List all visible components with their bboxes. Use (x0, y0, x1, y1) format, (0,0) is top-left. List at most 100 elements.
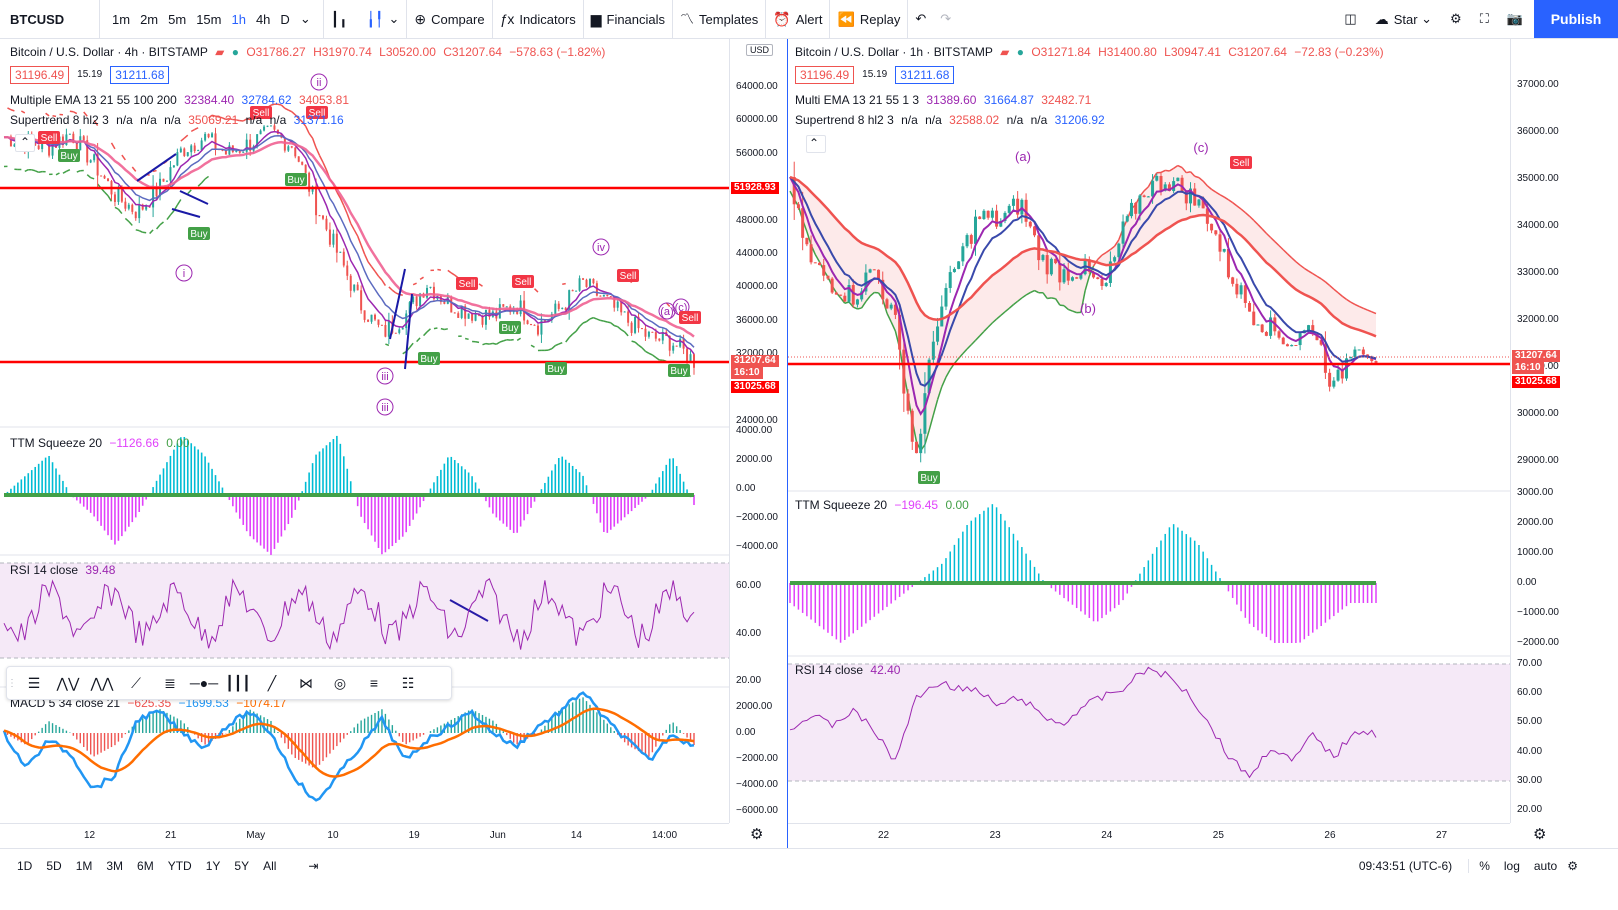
fib-icon[interactable]: ≣ (164, 674, 176, 691)
interval-4h[interactable]: 4h (255, 11, 271, 27)
candle-body (931, 341, 935, 360)
sell-signal-label-bg (1230, 156, 1252, 169)
gear-icon[interactable]: ⚙ (750, 826, 764, 843)
goto-date-icon[interactable]: ⇥ (308, 858, 319, 873)
interval-1h[interactable]: 1h (231, 11, 246, 27)
st-c: n/a (1006, 113, 1024, 127)
range-1m[interactable]: 1M (75, 858, 93, 873)
range-1y[interactable]: 1Y (205, 858, 221, 873)
left-squeeze-legend[interactable]: TTM Squeeze 20 −1126.66 0.00 (10, 436, 194, 450)
chart-type-button[interactable]: ╽╿ ⌄ (360, 0, 408, 38)
interval-1m[interactable]: 1m (112, 11, 131, 27)
gear-icon[interactable]: ⚙ (1533, 826, 1547, 843)
log-toggle[interactable]: log (1503, 858, 1520, 873)
range-3m[interactable]: 3M (106, 858, 124, 873)
buy-price-box[interactable]: 31211.68 (110, 66, 170, 84)
screenshot-button[interactable]: 📷 (1498, 0, 1532, 38)
supertrend-segment (962, 348, 968, 355)
redo-button[interactable]: ↷ (933, 0, 958, 38)
interval-5m[interactable]: 5m (168, 11, 187, 27)
percent-toggle[interactable]: % (1468, 858, 1490, 873)
candle-body (1361, 349, 1365, 355)
right-st-legend[interactable]: Supertrend 8 hl2 3 n/a n/a 32588.02 n/a … (795, 113, 1109, 127)
price-axis-label: 24000.00 (736, 415, 778, 426)
candle-body (654, 332, 657, 339)
sell-price-box[interactable]: 31196.49 (10, 66, 70, 84)
undo-button[interactable]: ↶ (908, 0, 933, 38)
compare-button[interactable]: ⊕ Compare (407, 0, 493, 38)
replay-button[interactable]: ⏪ Replay (830, 0, 909, 38)
chevron-down-icon[interactable]: ⌄ (299, 11, 311, 26)
buy-signal-label-bg (418, 352, 440, 365)
left-rsi-legend[interactable]: RSI 14 close 39.48 (10, 563, 119, 577)
supertrend-segment (124, 217, 130, 223)
range-ytd[interactable]: YTD (167, 858, 192, 873)
wave-circle (175, 264, 193, 282)
range-1d[interactable]: 1D (17, 858, 33, 873)
levels-icon[interactable]: ≡ (369, 675, 379, 691)
interval-15m[interactable]: 15m (196, 11, 222, 27)
currency-label[interactable]: USD (746, 44, 774, 56)
buy-signal-label-bg (188, 227, 210, 240)
collapse-legend-button[interactable]: ⌃ (15, 134, 35, 152)
right-chart-pane[interactable]: (a) (c) (b) Sell Buy Bitcoin / U.S. Dollar ·… (787, 39, 1618, 848)
left-ema-legend[interactable]: Multiple EMA 13 21 55 100 200 32384.40 3… (10, 93, 353, 107)
collapse-legend-button[interactable]: ⌃ (806, 135, 826, 153)
symbol-search[interactable]: BTCUSD (0, 0, 100, 38)
interval-d[interactable]: D (280, 11, 290, 27)
auto-toggle[interactable]: auto (1533, 858, 1558, 873)
buy-price-box[interactable]: 31211.68 (895, 66, 955, 84)
pattern-icon[interactable]: ⋈ (299, 674, 313, 691)
right-price-axis[interactable]: 37000.00 36000.00 35000.00 34000.00 33000.00… (1510, 39, 1570, 823)
clock-readout[interactable]: 09:43:51 (UTC-6) (1358, 858, 1453, 873)
left-price-axis[interactable]: 64000.0060000.0056000.0052000.0048000.00… (729, 39, 787, 823)
range-5y[interactable]: 5Y (234, 858, 250, 873)
trendline-icon[interactable]: ⟋ (131, 674, 141, 691)
fullscreen-button[interactable]: ⛶ (1471, 0, 1498, 38)
abc-wave-icon[interactable]: ⋀⋀ (90, 674, 114, 691)
candle-body (349, 275, 352, 291)
left-chart-pane[interactable]: ii i iii iii iv (a) (c) Buy Buy Buy Buy Buy Buy Buy Se… (0, 39, 787, 848)
star-button[interactable]: ☁ Star ⌄ (1366, 0, 1441, 38)
alert-button[interactable]: ⏰ Alert (766, 0, 831, 38)
candle-body (1264, 332, 1268, 336)
sell-signal-label: Sell (515, 277, 532, 288)
gear-icon[interactable]: ⚙ (1567, 858, 1578, 873)
right-time-axis[interactable]: 22 23 24 25 26 27 (788, 823, 1510, 848)
publish-button[interactable]: Publish (1534, 0, 1618, 38)
range-6m[interactable]: 6M (137, 858, 154, 873)
drag-handle-icon[interactable]: ⋮ (7, 677, 17, 689)
spiral-icon[interactable]: ◎ (333, 674, 347, 691)
right-rsi-legend[interactable]: RSI 14 close 42.40 (795, 663, 904, 677)
supertrend-segment (932, 399, 939, 416)
line-tool-icon[interactable]: ╱ (267, 674, 277, 691)
candle-body (484, 309, 487, 325)
vertical-lines-icon[interactable]: ┃┃┃ (225, 674, 251, 691)
right-ema-legend[interactable]: Multi EMA 13 21 55 1 3 31389.60 31664.87… (795, 93, 1095, 107)
horizontal-ray-icon[interactable]: ─●─ (189, 675, 219, 691)
sell-price-box[interactable]: 31196.49 (795, 66, 855, 84)
elliott-wave-icon[interactable]: ⋀⋁ (56, 674, 80, 691)
right-chart-canvas[interactable]: (a) (c) (b) Sell Buy (788, 39, 1618, 848)
left-title[interactable]: Bitcoin / U.S. Dollar · 4h · BITSTAMP (10, 45, 208, 59)
candle-body (1117, 243, 1121, 258)
candle-body (190, 145, 193, 153)
price-axis-label: −2000.00 (736, 753, 778, 764)
range-5d[interactable]: 5D (46, 858, 62, 873)
left-time-axis[interactable]: 12 21 May 10 19 Jun 14 14:00 (0, 823, 729, 848)
financials-button[interactable]: ▆ Financials (584, 0, 674, 38)
settings-lines-icon[interactable]: ☷ (401, 674, 415, 691)
left-st-legend[interactable]: Supertrend 8 hl2 3 n/a n/a n/a 35069.21 … (10, 113, 348, 127)
layout-button[interactable]: ◫ (1335, 0, 1365, 38)
right-title[interactable]: Bitcoin / U.S. Dollar · 1h · BITSTAMP (795, 45, 993, 59)
horizontal-lines-icon[interactable]: ☰ (27, 674, 41, 691)
templates-button[interactable]: 〽 Templates (673, 0, 767, 38)
settings-button[interactable]: ⚙ (1441, 0, 1471, 38)
indicators-button[interactable]: ƒx Indicators (493, 0, 584, 38)
candle-body (1256, 324, 1260, 326)
right-squeeze-legend[interactable]: TTM Squeeze 20 −196.45 0.00 (795, 498, 973, 512)
bar-style-button[interactable]: ┃╻ (324, 0, 360, 38)
range-all[interactable]: All (263, 858, 277, 873)
interval-2m[interactable]: 2m (140, 11, 159, 27)
